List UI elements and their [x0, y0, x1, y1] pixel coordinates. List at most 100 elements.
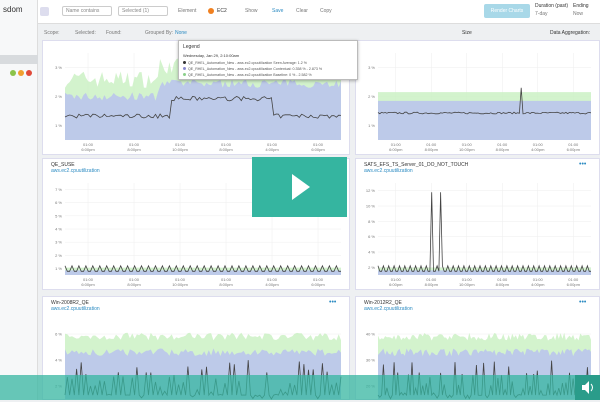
x-tick-date: 6:00pm [389, 147, 403, 152]
y-tick-label: 6 % [55, 332, 62, 337]
trace [64, 264, 341, 272]
y-tick-label: 10 % [366, 204, 376, 209]
panel-title: Win-2008R2_QE [51, 300, 89, 306]
y-tick-label: 7 % [55, 187, 62, 192]
x-tick-label: 01:00 [426, 142, 437, 147]
ending-select[interactable]: Now [573, 11, 584, 17]
collapse-button[interactable] [40, 7, 49, 16]
legend-text: QE_RHEL_Automation_New - aws.ec2.cpuutil… [188, 61, 307, 65]
y-tick-label: 2 % [55, 253, 62, 258]
grouped-label: Grouped By: [145, 30, 174, 36]
element-menu[interactable]: Element [178, 8, 197, 14]
y-tick-label: 8 % [368, 219, 375, 224]
x-tick-date: 4:00pm [265, 147, 279, 152]
x-tick-label: 01:00 [568, 142, 579, 147]
volume-button[interactable] [575, 375, 600, 400]
x-tick-label: 01:00 [221, 277, 232, 282]
x-tick-date: 8:00pm [425, 282, 439, 287]
y-tick-label: 2 % [55, 94, 62, 99]
x-tick-date: 4:00pm [265, 282, 279, 287]
size-label: Size [462, 30, 472, 36]
y-tick-label: 6 % [55, 200, 62, 205]
y-tick-label: 2 % [368, 265, 375, 270]
x-tick-date: 6:00pm [81, 147, 95, 152]
legend-text: QE_RHEL_Automation_New - aws.ec2.cpuutil… [188, 73, 312, 77]
legend-item: QE_RHEL_Automation_New - aws.ec2.cpuutil… [183, 61, 307, 65]
chart-panel: 3 % 2 % 1 % 01:00 6:00pm 01:00 8:00pm 01:00 10:0… [355, 40, 600, 155]
panel-metric: aws.ec2.cpuutilization [51, 168, 100, 174]
scope-label: Scope: [44, 30, 60, 36]
play-button[interactable] [252, 157, 347, 217]
x-tick-label: 01:00 [497, 142, 508, 147]
x-tick-date: 10:00pm [172, 282, 188, 287]
x-tick-label: 01:00 [267, 142, 278, 147]
sidebar: sdom [0, 0, 38, 400]
panel-metric: aws.ec2.cpuutilization [364, 168, 413, 174]
x-tick-date: 8:00pm [219, 282, 233, 287]
panel-metric: aws.ec2.cpuutilization [364, 306, 413, 312]
y-tick-label: 2 % [368, 94, 375, 99]
copy-button[interactable]: Copy [320, 8, 332, 14]
x-tick-label: 01:00 [129, 142, 140, 147]
panel-title: Win-2012R2_QE [364, 300, 402, 306]
x-tick-date: 6:00pm [567, 282, 581, 287]
y-tick-label: 3 % [55, 240, 62, 245]
x-tick-date: 10:00pm [459, 147, 475, 152]
trace [377, 192, 591, 272]
aggregation-label: Data Aggregation: [550, 30, 591, 36]
x-tick-date: 8:00pm [425, 147, 439, 152]
trace [377, 87, 592, 115]
x-tick-date: 6:00pm [567, 147, 581, 152]
x-tick-label: 01:00 [462, 277, 473, 282]
y-tick-label: 30 % [366, 358, 376, 363]
play-icon [292, 174, 310, 200]
legend-swatch [183, 73, 186, 76]
video-bar [0, 375, 600, 400]
x-tick-date: 8:00pm [496, 147, 510, 152]
band [378, 270, 591, 275]
panel-menu: ••• [579, 299, 587, 306]
x-tick-date: 4:00pm [531, 147, 545, 152]
selected-input[interactable]: Selected (1) [118, 6, 168, 16]
badge [26, 70, 32, 76]
legend-text: QE_RHEL_Automation_New - aws.ec2.cpuutil… [188, 67, 323, 71]
legend-popup: Legend Wednesday, Jan 29, 2:10:00am QE_R… [178, 40, 358, 80]
y-tick-label: 40 % [366, 332, 376, 337]
found-label: Found: [106, 30, 122, 36]
render-button[interactable]: Render Charts [484, 4, 530, 18]
y-tick-label: 5 % [55, 213, 62, 218]
chart-panel: SATS_EFS_TS_Server_01_DO_NOT_TOUCH aws.ec… [355, 158, 600, 290]
search-input[interactable]: Name contains [62, 6, 112, 16]
show-menu[interactable]: Show [245, 8, 258, 14]
band [65, 79, 341, 140]
legend-item: QE_RHEL_Automation_New - aws.ec2.cpuutil… [183, 73, 312, 77]
duration-label: Duration (past) [535, 3, 569, 9]
save-button[interactable]: Save [272, 8, 284, 14]
y-tick-label: 3 % [55, 65, 62, 70]
x-tick-label: 01:00 [497, 277, 508, 282]
ec2-menu[interactable]: EC2 [217, 8, 227, 14]
x-tick-label: 01:00 [83, 277, 94, 282]
clear-button[interactable]: Clear [296, 8, 308, 14]
x-tick-date: 6:00pm [311, 147, 325, 152]
y-tick-label: 4 % [368, 250, 375, 255]
x-tick-label: 01:00 [175, 142, 186, 147]
x-tick-date: 6:00pm [81, 282, 95, 287]
grouped-value[interactable]: None [175, 30, 187, 36]
y-tick-label: 3 % [368, 65, 375, 70]
y-tick-label: 1 % [55, 123, 62, 128]
volume-icon [582, 381, 593, 394]
chart-svg: 7 %6 %5 %4 %3 %2 %1 %01:006:00pm01:008:0… [55, 183, 341, 287]
legend-item: QE_RHEL_Automation_New - aws.ec2.cpuutil… [183, 67, 322, 71]
x-tick-label: 01:00 [391, 142, 402, 147]
x-tick-date: 8:00pm [219, 147, 233, 152]
x-tick-label: 01:00 [568, 277, 579, 282]
trace [64, 95, 342, 120]
y-tick-label: 1 % [55, 266, 62, 271]
nav-item[interactable] [0, 55, 38, 64]
badge [18, 70, 24, 76]
y-tick-label: 12 % [366, 188, 376, 193]
duration-select[interactable]: 7-day [535, 11, 548, 17]
